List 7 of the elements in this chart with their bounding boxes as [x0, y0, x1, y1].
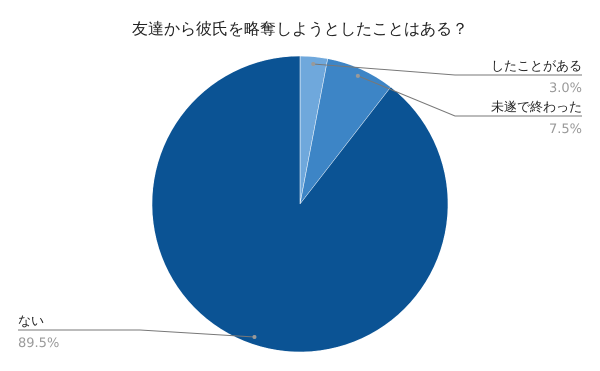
slice-label: 未遂で終わった — [491, 100, 582, 115]
slice-label: ない — [18, 314, 44, 330]
data-label: 89.5% — [18, 336, 60, 352]
chart-title: 友達から彼氏を略奪しようとしたことはある？ — [132, 19, 468, 38]
data-label: 3.0% — [548, 81, 582, 96]
slice-label: したことがある — [491, 59, 582, 74]
data-label: 7.5% — [548, 122, 582, 137]
